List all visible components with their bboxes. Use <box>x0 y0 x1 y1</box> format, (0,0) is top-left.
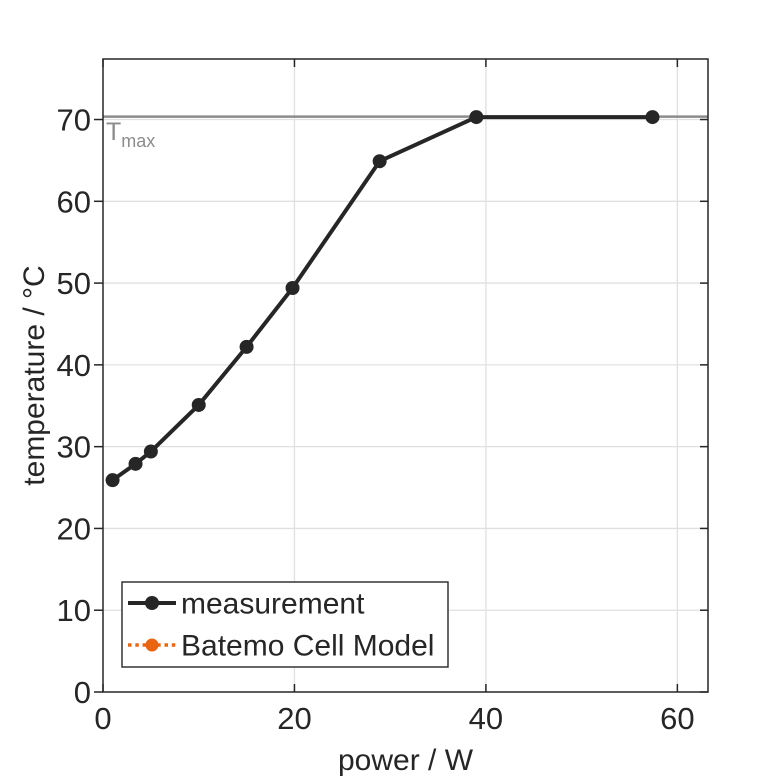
y-tick-label: 30 <box>57 430 91 465</box>
measurement-marker <box>645 110 660 125</box>
measurement-marker <box>239 339 254 354</box>
measurement-line <box>111 115 653 482</box>
legend-sample-marker-batemo-cell-model <box>145 638 159 652</box>
x-tick-label: 0 <box>94 701 111 736</box>
tmax-label: Tmax <box>106 118 155 151</box>
legend-entry-label: Batemo Cell Model <box>181 630 434 663</box>
legend-sample-marker-measurement <box>145 596 159 610</box>
measurement-marker <box>191 397 206 412</box>
y-tick-label: 50 <box>57 266 91 301</box>
measurement-marker <box>285 280 300 295</box>
legend-box <box>121 581 449 668</box>
y-tick-label: 20 <box>57 511 91 546</box>
y-tick-label: 70 <box>57 103 91 138</box>
y-tick-label: 10 <box>57 593 91 628</box>
measurement-marker <box>372 154 387 169</box>
y-tick-label: 60 <box>57 184 91 219</box>
x-axis-label: power / W <box>338 744 474 777</box>
legend-entry-label: measurement <box>181 588 365 621</box>
y-axis-label: temperature / °C <box>18 265 51 485</box>
x-tick-label: 20 <box>277 701 311 736</box>
x-tick-label: 60 <box>660 701 694 736</box>
plot-box <box>102 58 709 693</box>
x-tick-label: 40 <box>469 701 503 736</box>
measurement-marker <box>128 456 143 471</box>
measurement-marker <box>143 444 158 459</box>
y-tick-label: 0 <box>74 675 91 710</box>
measurement-marker <box>469 110 484 125</box>
y-tick-label: 40 <box>57 348 91 383</box>
measurement-marker <box>105 473 120 488</box>
